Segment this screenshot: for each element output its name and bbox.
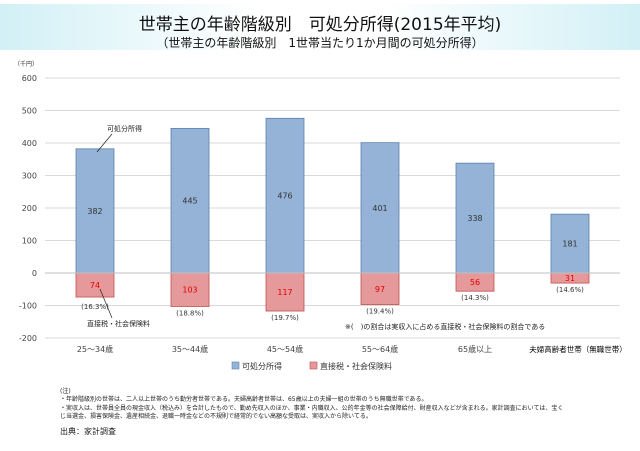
bar-value-label: 31 xyxy=(565,274,575,283)
annotation-leader xyxy=(99,288,113,319)
y-tick-label: 300 xyxy=(22,172,37,181)
bar-disposable xyxy=(265,117,305,274)
x-tick-label: 45～54歳 xyxy=(267,344,303,354)
y-tick-label: 400 xyxy=(22,139,37,148)
y-tick-label: 500 xyxy=(22,107,37,116)
legend-label: 直接税・社会保険料 xyxy=(320,361,392,371)
bar-value-label: 74 xyxy=(90,281,100,290)
y-tick-label: 0 xyxy=(32,269,37,278)
bar-disposable xyxy=(170,127,210,274)
unit-label: （千円） xyxy=(14,60,38,68)
percent-label: (18.8%) xyxy=(176,309,204,317)
bar-disposable xyxy=(455,162,495,274)
bar-disposable xyxy=(360,142,400,274)
header-band: 世帯主の年齢階級別 可処分所得(2015年平均) （世帯主の年齢階級別 1世帯当… xyxy=(0,4,640,50)
note-line-2: ・実収入は、世帯員全員の現金収入（税込み）を合計したもので、勤め先収入のほか、事… xyxy=(60,405,564,412)
bar-value-label: 97 xyxy=(375,285,385,294)
annotation-disposable: 可処分所得 xyxy=(107,124,142,133)
y-tick-label: -200 xyxy=(19,334,37,343)
y-tick-label: 600 xyxy=(22,74,37,83)
note-head: (注) xyxy=(60,388,71,395)
source: 出典：家計調査 xyxy=(60,427,116,436)
bar-tax xyxy=(75,272,115,298)
x-tick-label: 65歳以上 xyxy=(458,344,492,354)
bar-value-label: 476 xyxy=(277,192,292,201)
page-subtitle: （世帯主の年齢階級別 1世帯当たり1か月間の可処分所得） xyxy=(156,36,484,50)
bar-value-label: 181 xyxy=(562,240,577,249)
x-tick-label: 25～34歳 xyxy=(77,344,113,354)
legend-label: 可処分所得 xyxy=(242,361,282,371)
y-tick-label: 100 xyxy=(22,237,37,246)
percent-label: (16.3%) xyxy=(81,303,109,311)
annotation-footnote: ※( )の割合は実収入に占める直接税・社会保険料の割合である xyxy=(345,322,545,331)
bar-disposable xyxy=(550,213,590,274)
bar-value-label: 401 xyxy=(372,204,387,213)
y-tick-label: -100 xyxy=(19,302,37,311)
bar-tax xyxy=(170,272,210,307)
bar-value-label: 382 xyxy=(87,207,102,216)
note-line-1: ・年齢階級別の世帯は、二人以上世帯のうち勤労者世帯である。夫婦高齢者世帯は、65… xyxy=(60,396,428,403)
x-tick-label: 夫婦高齢者世帯（無職世帯） xyxy=(529,344,627,354)
x-tick-label: 55～64歳 xyxy=(362,344,398,354)
bar-value-label: 56 xyxy=(470,278,480,287)
percent-label: (14.6%) xyxy=(556,286,584,294)
x-tick-label: 35～44歳 xyxy=(172,344,208,354)
percent-label: (19.4%) xyxy=(366,308,394,316)
percent-label: (14.3%) xyxy=(461,294,489,302)
page-title: 世帯主の年齢階級別 可処分所得(2015年平均) xyxy=(138,15,502,35)
bar-value-label: 338 xyxy=(467,214,482,223)
annotation-tax: 直接税・社会保険料 xyxy=(87,319,150,328)
percent-label: (19.7%) xyxy=(271,314,299,322)
annotation-leader xyxy=(96,133,113,153)
note-line-3: じ当選金、損害保険金、遺産相続金、退職一時金などの不規則で経常的でない高額な受取… xyxy=(60,413,372,420)
bar-value-label: 117 xyxy=(277,288,292,297)
legend-swatch-disposable xyxy=(231,361,240,370)
bar-value-label: 445 xyxy=(182,197,197,206)
y-tick-label: 200 xyxy=(22,204,37,213)
legend-swatch-tax xyxy=(309,361,318,370)
bar-value-label: 103 xyxy=(182,286,197,295)
bar-disposable xyxy=(75,148,115,274)
